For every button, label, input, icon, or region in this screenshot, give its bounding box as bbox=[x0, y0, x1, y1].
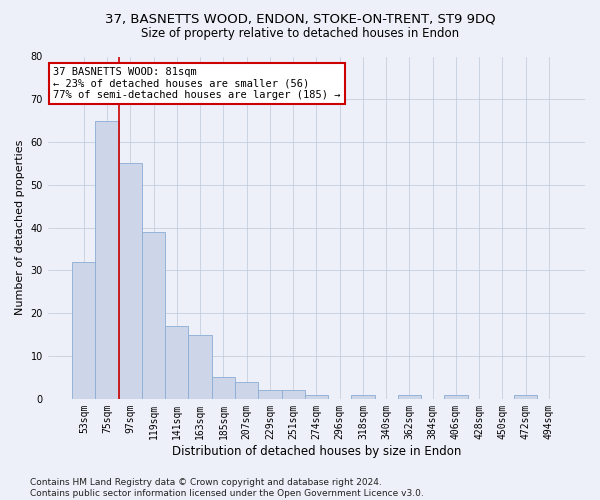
Bar bbox=[398, 394, 421, 399]
Bar bbox=[212, 378, 235, 399]
Y-axis label: Number of detached properties: Number of detached properties bbox=[15, 140, 25, 316]
Bar bbox=[72, 262, 95, 399]
Bar bbox=[445, 394, 467, 399]
Bar bbox=[119, 164, 142, 399]
Text: 37 BASNETTS WOOD: 81sqm
← 23% of detached houses are smaller (56)
77% of semi-de: 37 BASNETTS WOOD: 81sqm ← 23% of detache… bbox=[53, 67, 341, 100]
X-axis label: Distribution of detached houses by size in Endon: Distribution of detached houses by size … bbox=[172, 444, 461, 458]
Bar bbox=[95, 120, 119, 399]
Text: Contains HM Land Registry data © Crown copyright and database right 2024.
Contai: Contains HM Land Registry data © Crown c… bbox=[30, 478, 424, 498]
Bar bbox=[281, 390, 305, 399]
Bar bbox=[514, 394, 538, 399]
Bar bbox=[188, 334, 212, 399]
Bar bbox=[305, 394, 328, 399]
Bar bbox=[142, 232, 165, 399]
Text: Size of property relative to detached houses in Endon: Size of property relative to detached ho… bbox=[141, 28, 459, 40]
Bar bbox=[235, 382, 258, 399]
Bar bbox=[258, 390, 281, 399]
Bar bbox=[165, 326, 188, 399]
Bar bbox=[351, 394, 374, 399]
Text: 37, BASNETTS WOOD, ENDON, STOKE-ON-TRENT, ST9 9DQ: 37, BASNETTS WOOD, ENDON, STOKE-ON-TRENT… bbox=[104, 12, 496, 26]
